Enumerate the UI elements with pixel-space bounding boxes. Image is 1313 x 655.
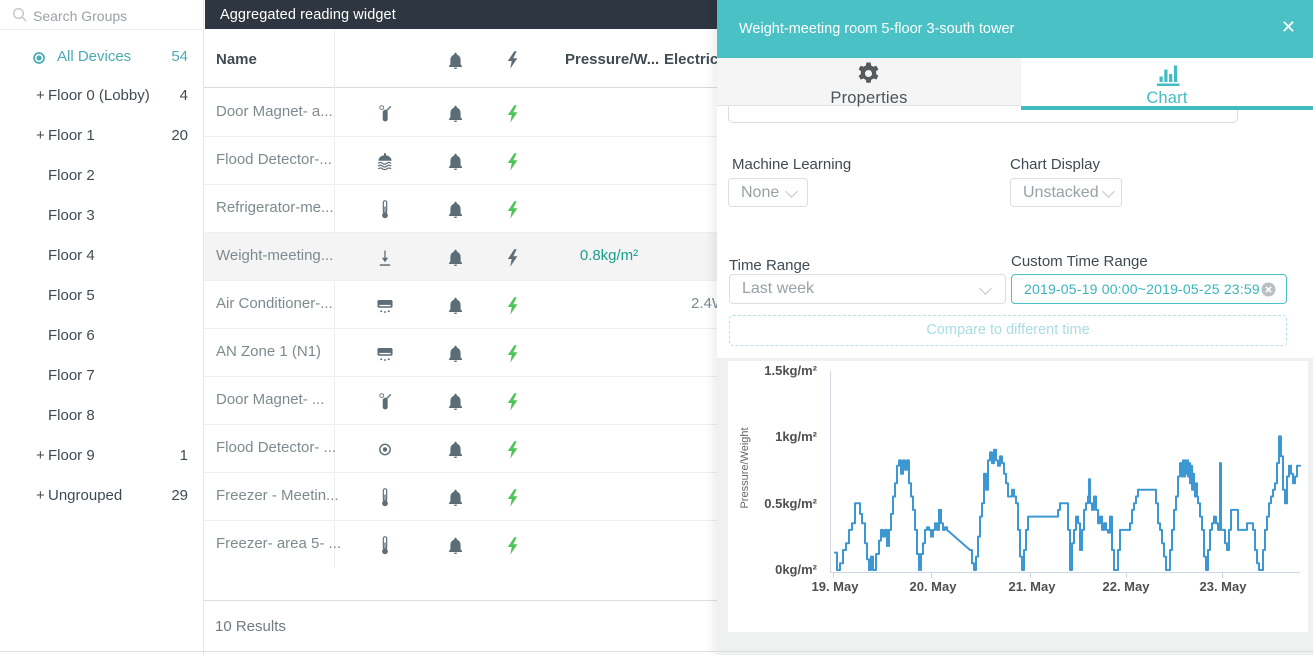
svg-text:19. May: 19. May <box>812 579 860 594</box>
svg-text:0.5kg/m²: 0.5kg/m² <box>764 496 817 511</box>
svg-text:20. May: 20. May <box>910 579 958 594</box>
svg-text:22. May: 22. May <box>1103 579 1151 594</box>
svg-text:1.5kg/m²: 1.5kg/m² <box>764 363 817 378</box>
svg-text:23. May: 23. May <box>1200 579 1248 594</box>
svg-text:Pressure/Weight: Pressure/Weight <box>739 427 751 508</box>
svg-text:1kg/m²: 1kg/m² <box>775 429 818 444</box>
svg-text:0kg/m²: 0kg/m² <box>775 562 818 577</box>
svg-text:21. May: 21. May <box>1009 579 1057 594</box>
